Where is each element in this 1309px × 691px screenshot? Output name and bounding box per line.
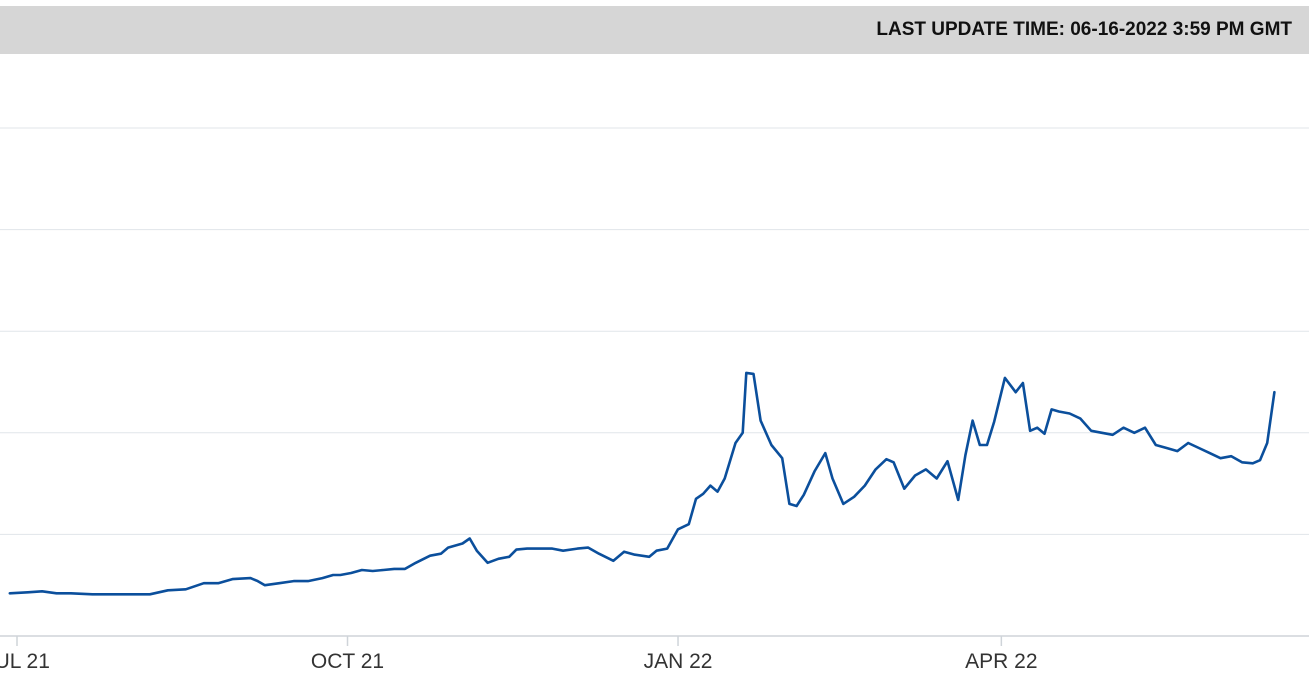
x-tick-label: OCT 21 <box>311 650 384 673</box>
x-tick-label: JUL 21 <box>0 650 50 673</box>
x-tick-label: JAN 22 <box>644 650 713 673</box>
last-update-bar: LAST UPDATE TIME: 06-16-2022 3:59 PM GMT <box>0 6 1309 54</box>
series-line <box>8 371 1276 596</box>
last-update-time: LAST UPDATE TIME: 06-16-2022 3:59 PM GMT <box>876 19 1292 40</box>
x-tick-label: APR 22 <box>965 650 1037 673</box>
